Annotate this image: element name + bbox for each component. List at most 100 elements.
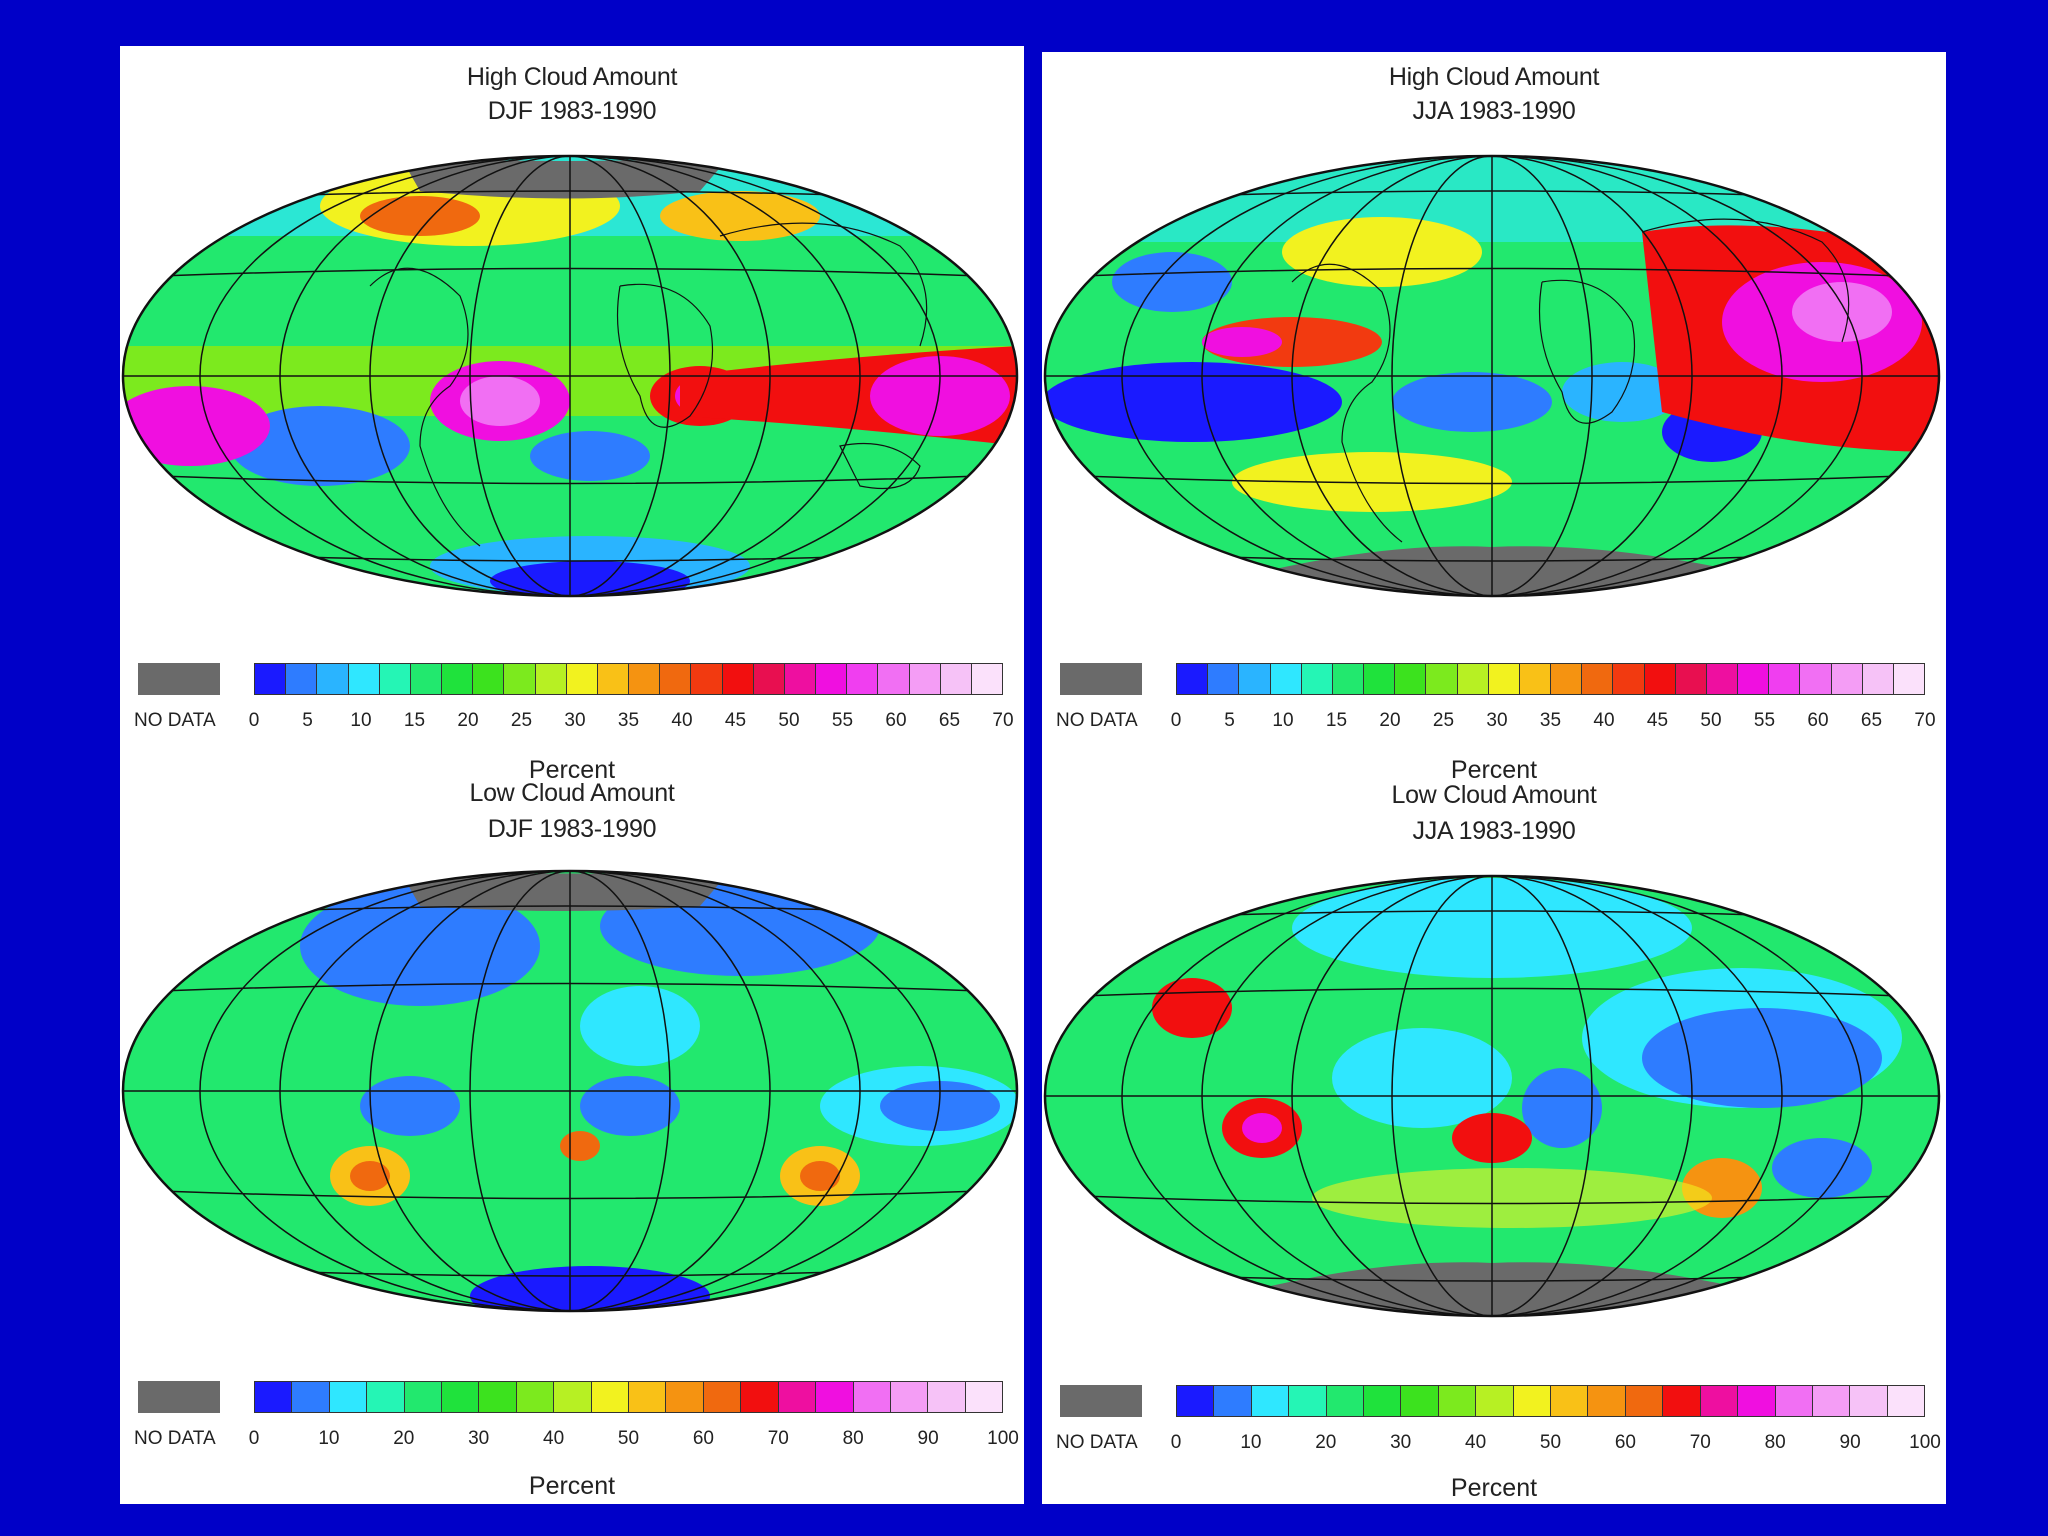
- nodata-label: NO DATA: [1056, 710, 1138, 731]
- legend-swatch: [1476, 1386, 1514, 1416]
- world-map-high-jja: [1043, 154, 1941, 598]
- legend-swatch: [1289, 1386, 1327, 1416]
- legend-swatch: [442, 664, 474, 694]
- legend-swatch: [566, 664, 598, 694]
- panel-high-cloud-djf: High Cloud Amount DJF 1983-1990: [120, 46, 1024, 1504]
- legend-tick-label: 0: [1170, 710, 1182, 731]
- legend-swatch: [410, 664, 443, 694]
- legend-tick-label: 70: [1689, 1432, 1711, 1453]
- legend-swatch: [1177, 664, 1209, 694]
- legend-swatch: [1513, 1386, 1552, 1416]
- legend-swatch: [442, 1382, 480, 1412]
- legend-swatch: [778, 1382, 817, 1412]
- legend-unit: Percent: [1450, 756, 1538, 784]
- panel-title: Low Cloud Amount: [1391, 781, 1597, 809]
- world-map-low-jja: [1043, 874, 1941, 1318]
- legend-tick-label: 15: [1325, 710, 1348, 731]
- legend-swatch: [292, 1382, 330, 1412]
- legend-tick-label: 20: [457, 710, 479, 731]
- legend-tick-label: 55: [831, 710, 854, 731]
- world-map-low-djf: [121, 869, 1019, 1313]
- legend-swatch: [1862, 664, 1894, 694]
- legend-tick-label: 45: [724, 710, 747, 731]
- legend-swatch: [691, 664, 723, 694]
- legend-swatch: [1738, 1386, 1776, 1416]
- legend-tick-label: 45: [1646, 710, 1669, 731]
- legend-tick-label: 10: [318, 1428, 340, 1449]
- panel-low-cloud-djf: Low Cloud Amount DJF 1983-1990: [120, 776, 1024, 1504]
- legend-tick-label: 20: [1379, 710, 1401, 731]
- legend-swatch: [1613, 664, 1645, 694]
- legend-swatch: [753, 664, 785, 694]
- legend-swatch: [597, 664, 630, 694]
- legend-swatch: [1700, 1386, 1739, 1416]
- legend-swatch: [1239, 664, 1271, 694]
- legend-swatch: [1177, 1386, 1215, 1416]
- legend-tick-label: 65: [1860, 710, 1883, 731]
- nodata-swatch: [1060, 1385, 1142, 1417]
- legend-swatch: [1738, 664, 1770, 694]
- legend-tick-label: 70: [1914, 710, 1936, 731]
- legend-tick-label: 70: [767, 1428, 789, 1449]
- legend-swatch: [1395, 664, 1427, 694]
- legend-swatch: [1364, 664, 1396, 694]
- legend-tick-label: 60: [885, 710, 907, 731]
- legend-swatch: [890, 1382, 929, 1412]
- legend-tick-label: 60: [692, 1428, 714, 1449]
- legend-swatch: [1588, 1386, 1626, 1416]
- legend-swatch: [965, 1382, 1003, 1412]
- legend-tick-label: 50: [1700, 710, 1722, 731]
- legend-tick-label: 80: [842, 1428, 864, 1449]
- legend-tick-label: 5: [302, 710, 313, 731]
- legend-tick-label: 50: [778, 710, 800, 731]
- legend-swatch: [1214, 1386, 1252, 1416]
- legend-tick-label: 10: [350, 710, 372, 731]
- legend-tick-label: 70: [992, 710, 1014, 731]
- legend-tick-label: 90: [1839, 1432, 1861, 1453]
- legend-swatch: [591, 1382, 630, 1412]
- panel-title: Low Cloud Amount: [469, 779, 675, 807]
- legend-unit: Percent: [528, 756, 616, 784]
- legend-tick-label: 50: [1539, 1432, 1562, 1453]
- legend-tick-label: 65: [938, 710, 961, 731]
- legend-swatch: [1831, 664, 1863, 694]
- color-legend-bar: [1176, 663, 1925, 695]
- legend-ticks: 0 10 20 30 40 50 60 70 80 90 100: [249, 1428, 1019, 1452]
- legend-unit: Percent: [1450, 1474, 1538, 1502]
- legend-swatch: [255, 664, 287, 694]
- legend-ticks: 0 5 10 15 20 25 30 35 40 45 50 55 60 65 70: [249, 710, 1014, 734]
- legend-swatch: [1332, 664, 1365, 694]
- panel-subtitle: JJA 1983-1990: [1412, 817, 1576, 845]
- legend-ticks: 0 5 10 15 20 25 30 35 40 45 50 55 60 65 70: [1171, 710, 1936, 734]
- nodata-swatch: [138, 1381, 220, 1413]
- legend-swatch: [1769, 664, 1801, 694]
- legend-swatch: [516, 1382, 555, 1412]
- legend-swatch: [348, 664, 380, 694]
- panel-subtitle: DJF 1983-1990: [487, 815, 657, 843]
- legend-swatch: [286, 664, 318, 694]
- legend-tick-label: 50: [617, 1428, 640, 1449]
- legend-tick-label: 60: [1614, 1432, 1636, 1453]
- nodata-swatch: [1060, 663, 1142, 695]
- panel-subtitle: DJF 1983-1990: [487, 97, 657, 125]
- nodata-label: NO DATA: [134, 1428, 216, 1449]
- legend-tick-label: 25: [510, 710, 533, 731]
- legend-swatch: [1887, 1386, 1925, 1416]
- panel-high-cloud-jja: High Cloud Amount JJA 1983-1990: [1042, 52, 1946, 1504]
- legend-unit: Percent: [528, 1472, 616, 1500]
- panel-title: High Cloud Amount: [1388, 63, 1600, 91]
- legend-tick-label: 60: [1807, 710, 1829, 731]
- legend-swatch: [1775, 1386, 1813, 1416]
- legend-tick-label: 80: [1764, 1432, 1786, 1453]
- nodata-label: NO DATA: [1056, 1432, 1138, 1453]
- legend-tick-label: 0: [248, 710, 260, 731]
- legend-tick-label: 25: [1432, 710, 1455, 731]
- legend-swatch: [329, 1382, 368, 1412]
- legend-tick-label: 40: [671, 710, 693, 731]
- legend-swatch: [1582, 664, 1614, 694]
- legend-swatch: [909, 664, 941, 694]
- legend-tick-label: 30: [1390, 1432, 1412, 1453]
- legend-swatch: [722, 664, 754, 694]
- nodata-label: NO DATA: [134, 710, 216, 731]
- legend-tick-label: 30: [468, 1428, 490, 1449]
